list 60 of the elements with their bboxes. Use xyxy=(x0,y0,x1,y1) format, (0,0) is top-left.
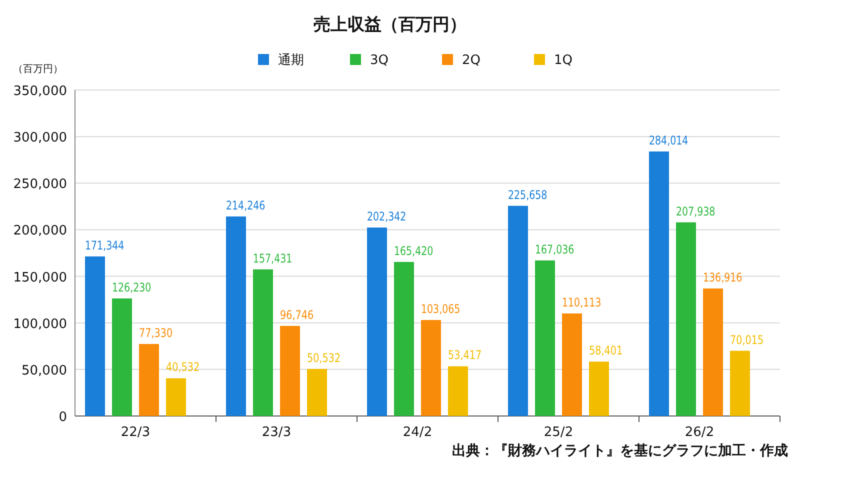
y-tick-label: 50,000 xyxy=(22,363,67,378)
data-label: 157,431 xyxy=(253,251,303,266)
data-label: 214,246 xyxy=(226,198,276,212)
data-label: 53,417 xyxy=(448,348,490,362)
y-tick-label: 200,000 xyxy=(13,224,67,239)
y-tick-label: 0 xyxy=(58,410,67,425)
data-label: 136,916 xyxy=(703,270,753,284)
data-label: 70,015 xyxy=(730,332,772,347)
source-note: 出典：『財務ハイライト』を基にグラフに加工・作成 xyxy=(452,443,788,459)
x-tick-label: 22/3 xyxy=(120,425,150,440)
data-label: 207,938 xyxy=(676,204,726,218)
data-label: 202,342 xyxy=(367,210,417,224)
data-label: 40,532 xyxy=(166,360,208,374)
bar xyxy=(394,262,414,416)
bar xyxy=(730,350,750,416)
bar xyxy=(508,206,528,416)
x-tick-label: 24/2 xyxy=(402,425,432,440)
bar xyxy=(226,216,246,416)
bar xyxy=(166,378,186,416)
legend-label: 3Q xyxy=(370,53,389,68)
data-label: 225,658 xyxy=(508,188,558,202)
bar xyxy=(307,368,327,416)
legend-label: 2Q xyxy=(462,53,481,68)
data-label: 77,330 xyxy=(139,326,181,340)
y-axis-title: （百万円） xyxy=(13,64,63,75)
bar xyxy=(367,228,387,416)
y-tick-label: 150,000 xyxy=(13,270,67,286)
legend-label: 1Q xyxy=(554,53,573,68)
y-tick-label: 250,000 xyxy=(13,177,67,192)
bar xyxy=(535,260,555,416)
bar xyxy=(139,344,159,416)
data-label: 58,401 xyxy=(589,344,631,358)
data-label: 110,113 xyxy=(562,295,612,310)
data-label: 103,065 xyxy=(421,302,471,316)
data-label: 126,230 xyxy=(112,280,162,294)
data-label: 96,746 xyxy=(280,308,322,322)
chart-title: 売上収益（百万円） xyxy=(314,15,466,35)
bar xyxy=(280,326,300,416)
legend-label: 通期 xyxy=(278,53,304,68)
x-tick-label: 26/2 xyxy=(684,425,714,440)
data-label: 284,014 xyxy=(649,133,699,148)
bar xyxy=(676,222,696,416)
bar xyxy=(448,366,468,416)
data-label: 167,036 xyxy=(535,242,585,256)
y-tick-label: 100,000 xyxy=(13,316,67,332)
bar xyxy=(112,298,132,416)
bar xyxy=(85,256,105,416)
y-tick-label: 300,000 xyxy=(13,130,67,146)
bar xyxy=(562,313,582,416)
bar xyxy=(649,151,669,416)
bar xyxy=(703,288,723,416)
data-label: 50,532 xyxy=(307,350,349,365)
bar xyxy=(253,269,273,416)
bar xyxy=(421,320,441,416)
data-label: 165,420 xyxy=(394,244,444,258)
bar xyxy=(589,362,609,416)
data-label: 171,344 xyxy=(85,238,135,252)
x-tick-label: 23/3 xyxy=(262,425,292,440)
y-tick-label: 350,000 xyxy=(13,84,67,99)
x-tick-label: 25/2 xyxy=(544,425,574,440)
